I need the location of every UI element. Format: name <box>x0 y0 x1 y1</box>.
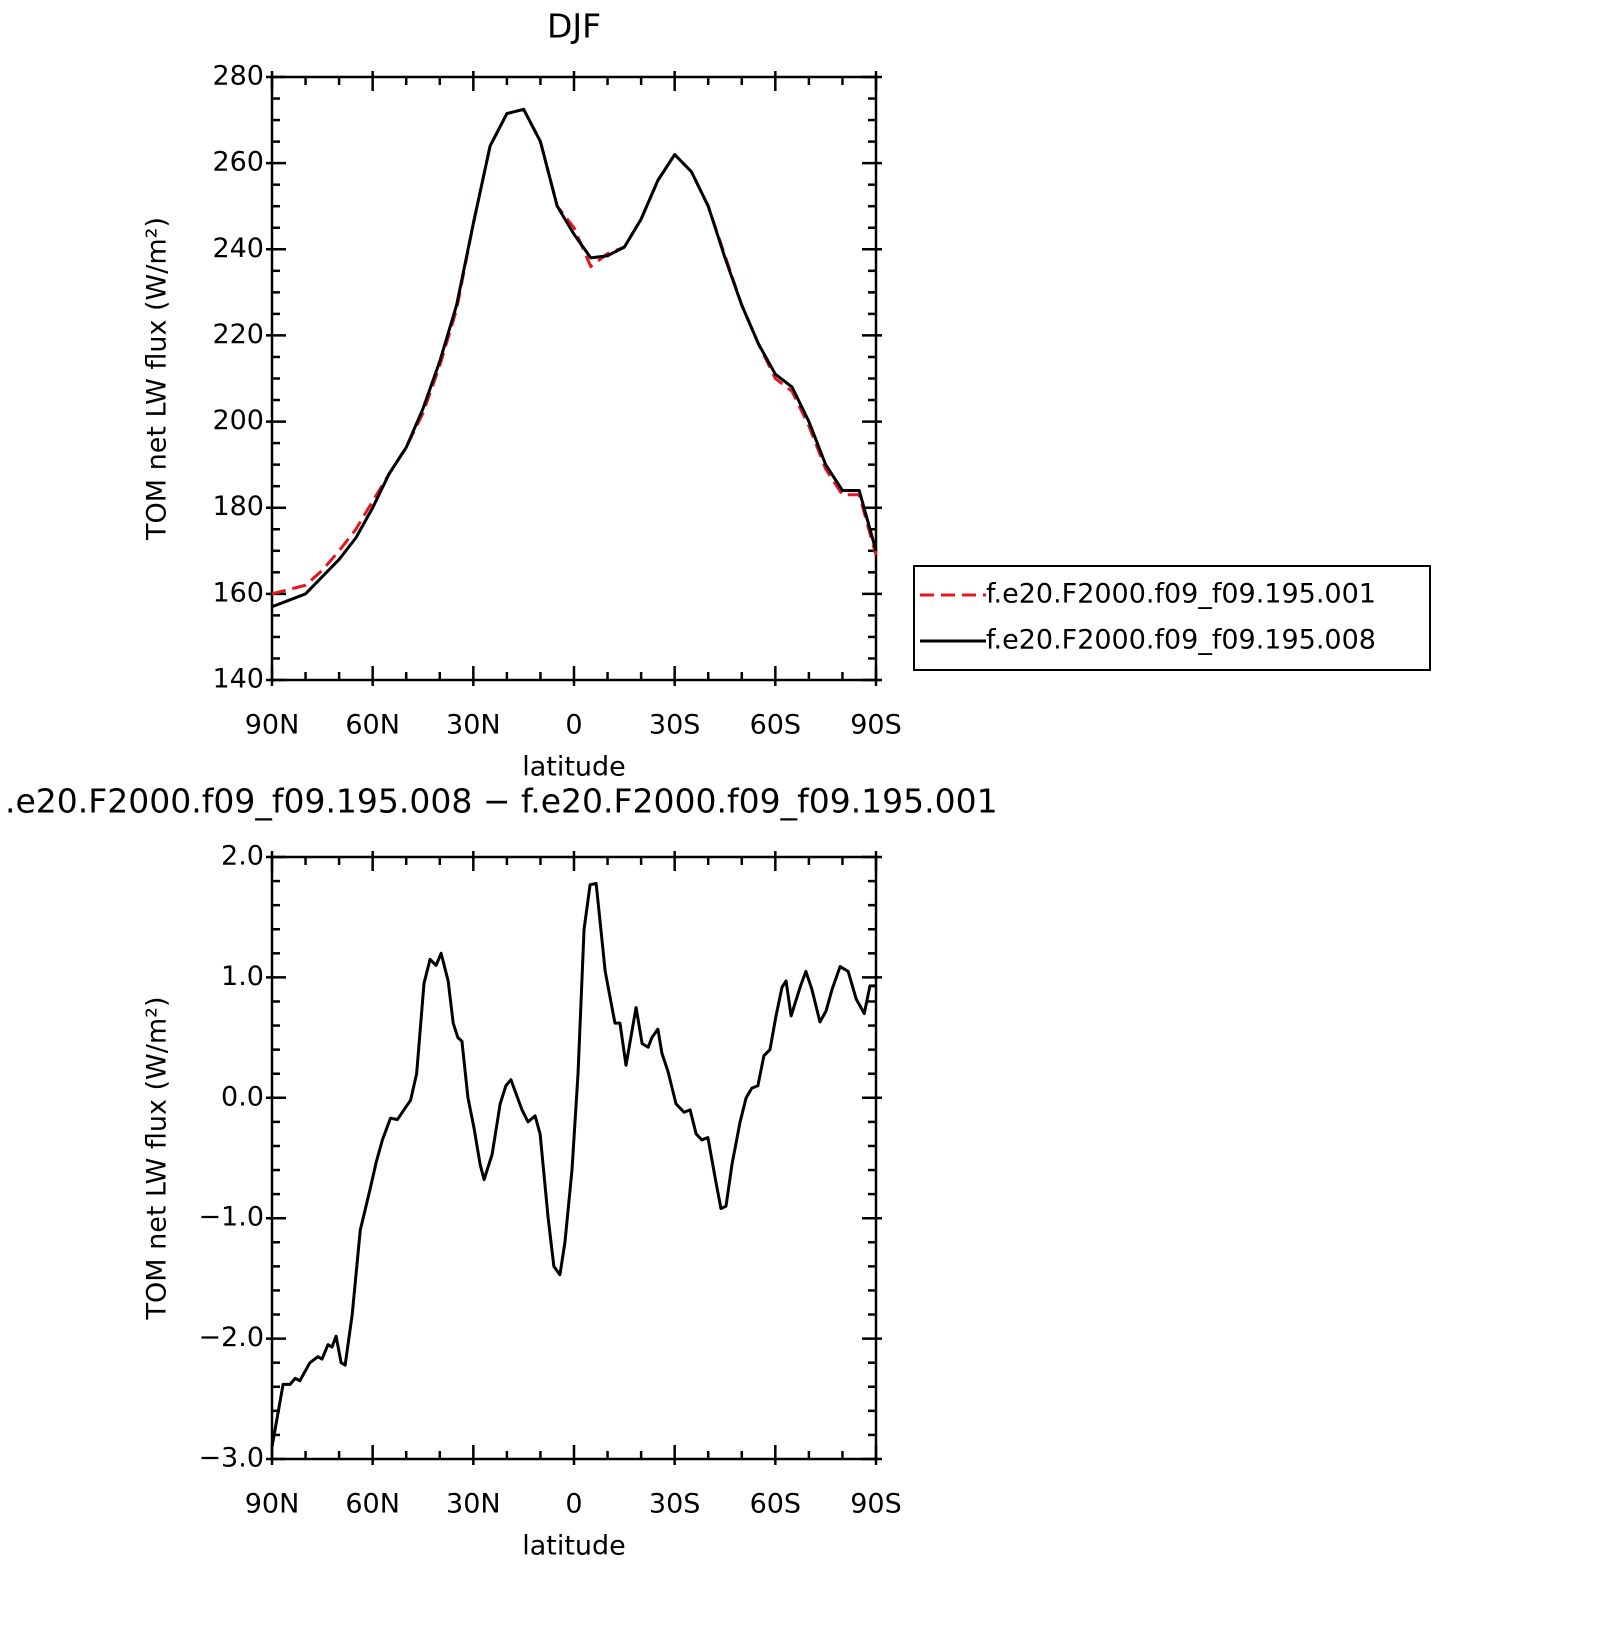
data-line <box>271 107 878 596</box>
y-tick-label: 260 <box>212 147 264 178</box>
y-tick-label: 280 <box>212 61 264 92</box>
plot: .e20.F2000.f09_f09.195.008 − f.e20.F2000… <box>5 782 998 1562</box>
y-tick-label: −3.0 <box>198 1443 264 1474</box>
legend: f.e20.F2000.f09_f09.195.001 f.e20.F2000.f… <box>913 565 1431 671</box>
legend-frame <box>913 565 1431 671</box>
y-tick-label: −2.0 <box>198 1322 264 1353</box>
x-tick-label: 30N <box>446 1489 501 1520</box>
y-tick-label: 160 <box>212 577 264 608</box>
y-tick-label: −1.0 <box>198 1202 264 1233</box>
x-axis-label: latitude <box>522 1531 626 1562</box>
y-tick-label: 220 <box>212 319 264 350</box>
data-line <box>270 881 876 1448</box>
x-tick-label: 90S <box>850 710 902 741</box>
y-tick-label: 200 <box>212 405 264 436</box>
data-line <box>271 107 878 609</box>
y-axis-label: TOM net LW flux (W/m²) <box>142 996 173 1320</box>
y-tick-label: 2.0 <box>221 841 264 872</box>
chart-title: DJF <box>547 7 601 46</box>
y-tick-label: 240 <box>212 233 264 264</box>
plot-frame <box>270 75 878 682</box>
x-tick-label: 30S <box>649 1489 701 1520</box>
x-tick-label: 60N <box>345 1489 400 1520</box>
x-tick-label: 30S <box>649 710 701 741</box>
x-tick-label: 30N <box>446 710 501 741</box>
x-tick-label: 60S <box>750 710 802 741</box>
x-tick-label: 0 <box>565 1489 582 1520</box>
y-axis-label: TOM net LW flux (W/m²) <box>142 217 173 541</box>
plot: DJF latitude TOM net LW flux (W/m²) 140 160 1… <box>142 7 1431 783</box>
x-tick-label: 0 <box>565 710 582 741</box>
y-tick-label: 180 <box>212 491 264 522</box>
y-tick-label: 1.0 <box>221 961 264 992</box>
x-tick-label: 90S <box>850 1489 902 1520</box>
legend-label: f.e20.F2000.f09_f09.195.008 <box>986 625 1376 656</box>
y-tick-label: 140 <box>212 664 264 695</box>
x-tick-label: 60N <box>345 710 400 741</box>
legend-label: f.e20.F2000.f09_f09.195.001 <box>986 579 1376 610</box>
x-axis-label: latitude <box>522 752 626 783</box>
x-tick-label: 90N <box>245 710 300 741</box>
x-tick-label: 60S <box>750 1489 802 1520</box>
y-tick-label: 0.0 <box>221 1081 264 1112</box>
x-tick-label: 90N <box>245 1489 300 1520</box>
chart-title: .e20.F2000.f09_f09.195.008 − f.e20.F2000… <box>5 782 998 821</box>
